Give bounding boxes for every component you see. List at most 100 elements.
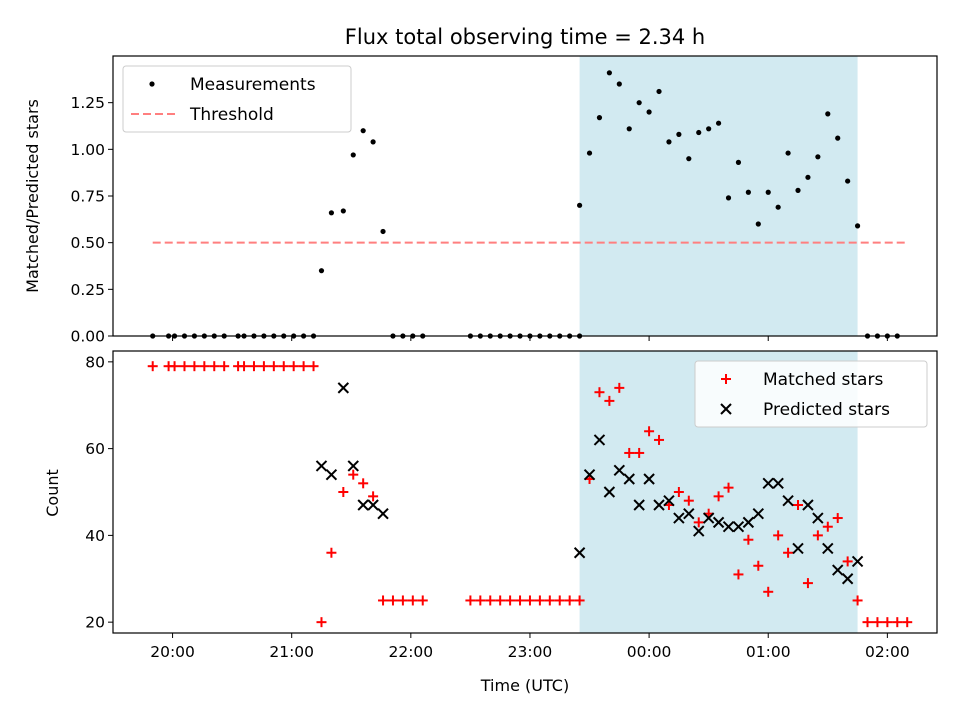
matched-stars-point xyxy=(614,382,625,393)
observing-window-0 xyxy=(579,56,858,336)
matched-stars-point xyxy=(239,361,250,372)
predicted-stars-point-b xyxy=(851,555,864,568)
x-tick-label: 23:00 xyxy=(508,643,553,661)
matched-stars-point xyxy=(465,595,476,606)
measurement-point xyxy=(745,189,751,195)
matched-stars-point xyxy=(832,513,843,524)
matched-stars-point xyxy=(524,595,535,606)
matched-stars-point xyxy=(773,530,784,541)
predicted-stars-point-b xyxy=(593,434,606,446)
predicted-stars-point-b xyxy=(367,499,379,511)
predicted-stars-point-b xyxy=(832,564,844,576)
matched-stars-point xyxy=(892,617,903,628)
matched-stars-point xyxy=(368,491,379,502)
measurement-point xyxy=(380,228,386,235)
matched-stars-point xyxy=(693,517,704,528)
legend-0: Measurements Threshold xyxy=(122,65,352,133)
matched-stars-point xyxy=(872,617,883,628)
predicted-stars-point xyxy=(673,512,685,524)
predicted-stars-point xyxy=(347,460,359,472)
predicted-stars-point-b xyxy=(812,512,824,524)
y-tick-label: 0.50 xyxy=(70,234,105,252)
matched-stars-point xyxy=(544,595,555,606)
matched-stars-point xyxy=(358,478,369,489)
predicted-stars-point xyxy=(593,434,606,446)
predicted-stars-point xyxy=(782,494,794,507)
predicted-stars-point-b xyxy=(683,507,695,520)
predicted-stars-point-b xyxy=(347,460,359,472)
matched-stars-point xyxy=(783,547,794,558)
measurement-point xyxy=(626,126,632,132)
predicted-stars-point-b xyxy=(802,499,814,511)
predicted-stars-point-b xyxy=(643,473,655,485)
predicted-stars-point-b xyxy=(633,499,645,511)
measurement-point xyxy=(825,111,831,117)
measurement-point xyxy=(785,150,791,156)
predicted-stars-point xyxy=(762,477,774,490)
matched-stars-point xyxy=(378,595,389,606)
predicted-stars-point xyxy=(772,477,784,490)
measurement-point xyxy=(328,210,335,216)
predicted-stars-point-b xyxy=(325,468,338,481)
axes-frame-0 xyxy=(112,55,938,337)
legend-threshold-label: Threshold xyxy=(189,105,274,125)
matched-stars-point xyxy=(753,560,764,571)
matched-stars-point xyxy=(248,361,259,372)
matched-stars-point xyxy=(258,361,269,372)
matched-stars-point xyxy=(634,447,645,458)
predicted-stars-point-b xyxy=(782,494,794,507)
predicted-stars-point-b xyxy=(337,382,350,394)
matched-stars-point xyxy=(842,556,853,567)
x-tick-label: 22:00 xyxy=(388,643,433,661)
legend-measurements-label: Measurements xyxy=(190,75,316,95)
measurement-point xyxy=(350,152,356,158)
measurement-point xyxy=(636,100,642,106)
predicted-stars-point xyxy=(812,512,824,524)
measurement-point xyxy=(596,115,603,121)
measurement-point xyxy=(340,208,346,214)
predicted-stars-point-b xyxy=(583,468,596,481)
predicted-stars-point-b xyxy=(573,547,586,559)
measurement-point xyxy=(775,204,781,210)
matched-stars-point xyxy=(594,387,605,398)
x-tick-label: 00:00 xyxy=(627,643,672,661)
matched-stars-point xyxy=(397,595,408,606)
predicted-stars-point xyxy=(683,507,695,520)
matched-stars-point xyxy=(417,595,428,606)
measurement-point xyxy=(360,128,366,134)
predicted-stars-point xyxy=(623,473,635,485)
measurement-point xyxy=(586,150,593,156)
predicted-stars-point xyxy=(712,516,725,529)
predicted-stars-point-b xyxy=(762,477,774,490)
matched-stars-point xyxy=(713,491,724,502)
matched-stars-point xyxy=(387,595,398,606)
predicted-stars-point xyxy=(357,499,369,511)
matched-stars-point xyxy=(495,595,506,606)
measurement-point xyxy=(646,109,652,115)
legend-measurements-marker xyxy=(149,81,155,87)
matched-stars-point xyxy=(673,487,684,497)
matched-stars-point xyxy=(644,426,655,437)
predicted-stars-point xyxy=(613,464,626,477)
matched-stars-point xyxy=(862,617,873,628)
matched-stars-point xyxy=(338,487,349,497)
measurement-point xyxy=(686,156,692,162)
predicted-stars-point-b xyxy=(822,542,834,555)
matched-stars-point xyxy=(515,595,526,606)
x-tick-label: 20:00 xyxy=(150,643,195,661)
predicted-stars-point xyxy=(573,547,586,559)
matched-stars-point xyxy=(822,521,833,532)
y-tick-label: 20 xyxy=(85,614,105,632)
predicted-stars-point xyxy=(367,499,379,511)
predicted-stars-point-b xyxy=(722,521,735,533)
predicted-stars-point-b xyxy=(702,512,715,524)
measurement-point xyxy=(616,81,622,87)
matched-stars-point xyxy=(179,361,190,372)
matched-stars-point xyxy=(199,361,210,372)
matched-stars-point xyxy=(802,578,813,589)
legend-1: Matched stars Predicted stars xyxy=(694,360,928,428)
count-panel: 20 40 60 80 20:00 21:00 22:00 23:00 00:00 01:00 02… xyxy=(85,350,938,661)
matched-stars-point xyxy=(475,595,486,606)
predicted-stars-point xyxy=(702,512,715,524)
